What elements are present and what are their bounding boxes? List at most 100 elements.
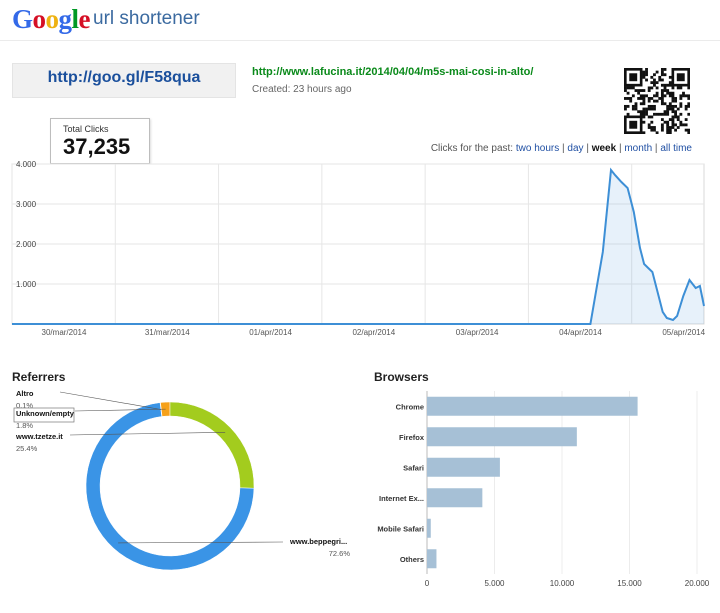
qr-module bbox=[679, 102, 683, 106]
qr-module bbox=[650, 126, 654, 129]
qr-module bbox=[653, 112, 656, 116]
qr-module bbox=[660, 112, 664, 116]
qr-module bbox=[676, 86, 680, 90]
qr-module bbox=[666, 123, 670, 127]
short-url-link[interactable]: http://goo.gl/F58qua bbox=[47, 69, 201, 86]
qr-module bbox=[647, 126, 651, 129]
qr-module bbox=[626, 91, 630, 95]
qr-module bbox=[631, 104, 635, 108]
period-all-time[interactable]: all time bbox=[660, 143, 692, 154]
qr-module bbox=[655, 91, 659, 95]
x-tick-label: 5.000 bbox=[484, 579, 505, 588]
qr-finder bbox=[629, 120, 638, 129]
referrer-tooltip-box bbox=[13, 407, 75, 423]
qr-module bbox=[639, 112, 643, 116]
qr-module bbox=[687, 112, 690, 116]
qr-module bbox=[687, 102, 690, 106]
x-tick-label: 03/apr/2014 bbox=[456, 328, 499, 337]
qr-module bbox=[671, 126, 675, 129]
referrer-label: Unknown/empty bbox=[16, 409, 75, 418]
qr-module bbox=[637, 97, 641, 100]
short-url-box bbox=[12, 63, 236, 98]
qr-module bbox=[666, 128, 670, 132]
x-tick-label: 02/apr/2014 bbox=[352, 328, 395, 337]
qr-module bbox=[663, 120, 667, 124]
referrer-percent: 72.6% bbox=[329, 549, 351, 558]
qr-module bbox=[674, 104, 677, 108]
qr-module bbox=[642, 94, 646, 98]
qr-module bbox=[684, 104, 688, 108]
qr-module bbox=[668, 107, 672, 111]
qr-module bbox=[653, 83, 656, 87]
qr-module bbox=[645, 112, 648, 116]
long-url-link[interactable]: http://www.lafucina.it/2014/04/04/m5s-ma… bbox=[252, 66, 534, 78]
qr-module bbox=[668, 83, 672, 87]
qr-module bbox=[676, 126, 680, 129]
qr-module bbox=[687, 131, 690, 134]
qr-module bbox=[687, 104, 690, 108]
qr-module bbox=[674, 115, 677, 119]
qr-module bbox=[624, 86, 627, 90]
qr-module bbox=[687, 97, 690, 100]
qr-module bbox=[687, 94, 690, 98]
donut-slice bbox=[85, 402, 255, 571]
total-clicks-value: 37,235 bbox=[63, 134, 131, 159]
qr-module bbox=[639, 97, 643, 100]
qr-module bbox=[631, 94, 635, 98]
qr-module bbox=[645, 107, 648, 111]
referrer-leader-line bbox=[59, 391, 162, 410]
qr-module bbox=[684, 118, 688, 121]
qr-module bbox=[642, 110, 646, 114]
product-name: url shortener bbox=[93, 8, 200, 29]
qr-code-icon[interactable] bbox=[624, 68, 690, 134]
period-two-hours[interactable]: two hours bbox=[515, 143, 560, 154]
qr-finder bbox=[629, 73, 638, 82]
logo-letter: o bbox=[45, 4, 60, 34]
referrer-label: www.beppegri... bbox=[289, 537, 347, 546]
qr-module bbox=[671, 91, 675, 95]
qr-module bbox=[642, 131, 646, 134]
qr-module bbox=[671, 94, 675, 98]
browser-bar bbox=[427, 518, 431, 538]
referrer-percent: 25.4% bbox=[16, 444, 38, 453]
referrers-donut-chart: Altro 0.1%Unknown/empty 1.8% www.tzetze.it 2… bbox=[13, 389, 351, 571]
qr-module bbox=[626, 86, 630, 90]
browser-label: Internet Ex... bbox=[379, 494, 424, 503]
qr-module bbox=[642, 75, 646, 79]
qr-module bbox=[647, 115, 651, 119]
period-week[interactable]: week bbox=[591, 143, 617, 154]
qr-module bbox=[671, 118, 675, 121]
qr-module bbox=[674, 99, 677, 103]
qr-module bbox=[663, 110, 667, 114]
qr-module bbox=[655, 112, 659, 116]
qr-module bbox=[647, 86, 651, 90]
qr-module bbox=[671, 104, 675, 108]
qr-module bbox=[647, 107, 651, 111]
period-separator: | bbox=[618, 143, 622, 154]
qr-module bbox=[668, 104, 672, 108]
browser-bar bbox=[427, 427, 577, 447]
qr-module bbox=[642, 70, 646, 74]
qr-module bbox=[671, 123, 675, 127]
qr-module bbox=[626, 97, 630, 100]
qr-module bbox=[653, 78, 656, 82]
period-month[interactable]: month bbox=[624, 143, 653, 154]
qr-module bbox=[629, 99, 633, 103]
period-selector: Clicks for the past: two hours | day | w… bbox=[300, 143, 692, 154]
qr-module bbox=[631, 86, 635, 90]
qr-module bbox=[660, 102, 664, 106]
referrer-leader-line bbox=[118, 541, 284, 544]
qr-module bbox=[660, 78, 664, 82]
referrer-label: Altro bbox=[16, 389, 34, 398]
browser-label: Mobile Safari bbox=[377, 524, 424, 533]
period-day[interactable]: day bbox=[567, 143, 584, 154]
qr-module bbox=[663, 86, 667, 90]
browser-bar bbox=[427, 549, 437, 569]
qr-module bbox=[653, 104, 656, 108]
qr-module bbox=[684, 123, 688, 127]
logo-letter: o bbox=[32, 4, 47, 34]
qr-module bbox=[671, 97, 675, 100]
qr-module bbox=[668, 131, 672, 134]
qr-module bbox=[629, 86, 633, 90]
x-tick-label: 0 bbox=[425, 579, 430, 588]
